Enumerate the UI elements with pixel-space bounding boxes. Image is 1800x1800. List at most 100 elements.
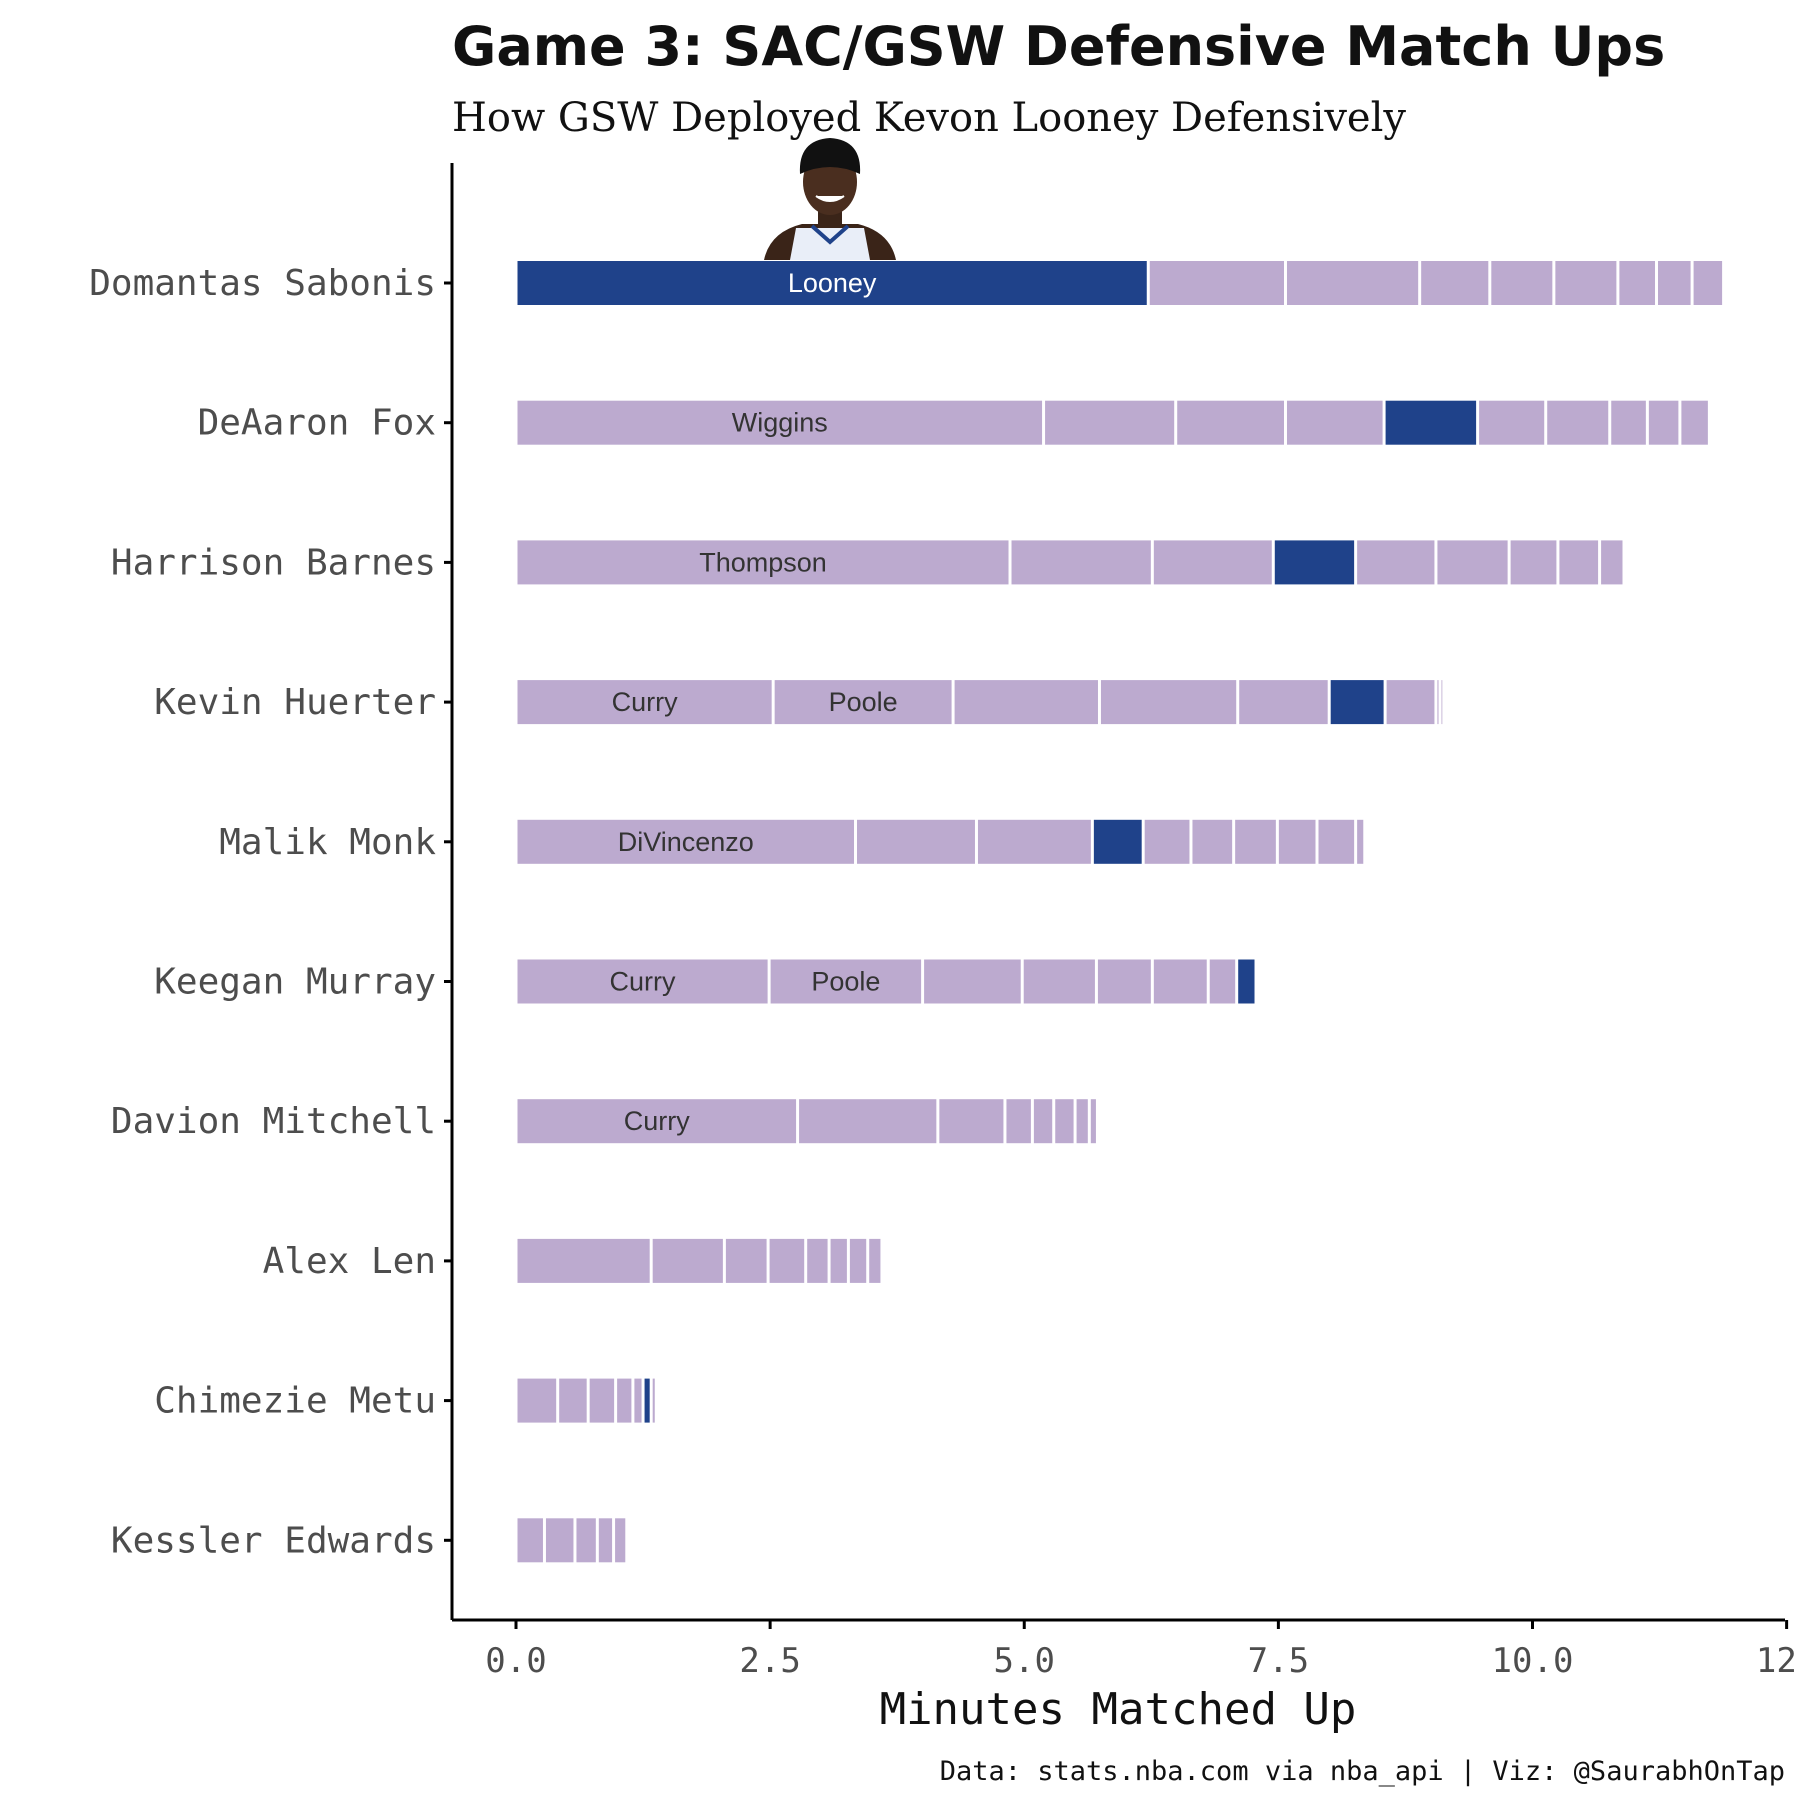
y-axis: Domantas Sabonis DeAaron Fox Harrison Barn… [89,163,454,1620]
bar-segment [1097,959,1151,1004]
y-tick-label: Davion Mitchell [111,1101,436,1142]
bar-segment [576,1518,596,1563]
y-tick-label: Keegan Murray [154,962,436,1003]
bar-segment [869,1238,881,1283]
bar-segment [807,1238,828,1283]
bar-segment-looney [1385,400,1477,445]
bar-segment-looney [517,261,1147,305]
bar-segment [1235,819,1276,864]
bar-segment [830,1238,847,1283]
bar-row: Curry Poole [517,680,1443,725]
bars-layer: Looney Wiggins Thompson Curry Poole DiVincenz… [517,261,1723,1563]
bar-segment [517,1518,543,1563]
segment-label: Curry [612,687,678,717]
bar-segment-looney [1093,819,1142,864]
bar-row [517,1518,626,1563]
bar-segment [1006,1099,1031,1144]
y-tick-label: Kessler Edwards [111,1520,436,1561]
bar-segment [1437,680,1439,725]
bar-segment [1090,1099,1096,1144]
bar-segment [652,1378,655,1423]
bar-segment [1286,400,1383,445]
y-tick-label: DeAaron Fox [198,403,436,444]
bar-segment [517,540,1009,585]
y-tick-label: Domantas Sabonis [89,263,436,304]
bar-segment [1441,680,1443,725]
bar-row: Curry [517,1099,1096,1144]
bar-segment [517,959,768,1004]
bar-segment [954,680,1098,725]
bar-segment [517,1238,650,1283]
bar-segment [634,1378,642,1423]
bar-segment [1601,540,1623,585]
x-axis: 0.0 2.5 5.0 7.5 10.0 12. [452,1618,1800,1681]
bar-segment [652,1238,723,1283]
x-tick-label: 0.0 [485,1641,546,1681]
bar-segment-looney [1330,680,1384,725]
bar-row: DiVincenzo [517,819,1364,864]
bar-segment [559,1378,587,1423]
segment-label: Curry [610,967,676,997]
bar-segment [517,1378,557,1423]
bar-segment [1648,400,1679,445]
bar-row: Thompson [517,540,1623,585]
x-tick-label: 12. [1756,1641,1800,1681]
bar-segment [1100,680,1237,725]
bar-segment [1011,540,1151,585]
bar-segment [1479,400,1545,445]
bar-segment [1153,959,1207,1004]
bar-segment-looney [1238,959,1255,1004]
chart-title: Game 3: SAC/GSW Defensive Match Ups [452,15,1665,78]
bar-segment [1437,540,1508,585]
x-tick-label: 5.0 [994,1641,1055,1681]
bar-segment [1491,261,1553,305]
bar-row [517,1378,655,1423]
segment-label: Poole [811,967,880,997]
bar-segment [1209,959,1236,1004]
y-tick-label: Harrison Barnes [111,542,436,583]
bar-segment [1555,261,1617,305]
bar-segment [1693,261,1723,305]
bar-segment [617,1378,632,1423]
segment-label: Curry [624,1106,690,1136]
bar-segment [1033,1099,1053,1144]
bar-segment [598,1518,613,1563]
y-tick-label: Chimezie Metu [154,1381,436,1422]
bar-row: Curry Poole [517,959,1255,1004]
bar-segment [1658,261,1691,305]
bar-segment [1149,261,1284,305]
x-tick-label: 10.0 [1492,1641,1574,1681]
bar-segment-looney [644,1378,650,1423]
bar-segment [1510,540,1557,585]
bar-segment [857,819,975,864]
bar-segment [977,819,1091,864]
bar-segment [774,680,952,725]
segment-label: Wiggins [732,408,828,438]
bar-segment [799,1099,937,1144]
bar-segment [1045,400,1175,445]
segment-label: Poole [829,687,898,717]
kevon-looney-headshot [764,138,896,260]
bar-segment [939,1099,1004,1144]
bar-segment [545,1518,574,1563]
bar-segment [1547,400,1609,445]
bar-segment [1023,959,1095,1004]
segment-label: Looney [788,268,877,298]
bar-segment [1144,819,1190,864]
bar-segment [1611,400,1646,445]
bar-segment [615,1518,626,1563]
bar-segment [924,959,1021,1004]
bar-row [517,1238,881,1283]
bar-segment [1357,540,1435,585]
bar-segment [1619,261,1656,305]
bar-segment [1076,1099,1088,1144]
bar-segment [1192,819,1233,864]
bar-segment [1681,400,1708,445]
bar-segment [1357,819,1364,864]
chart-caption: Data: stats.nba.com via nba_api | Viz: @… [940,1756,1785,1787]
bar-segment [517,680,772,725]
x-tick-label: 2.5 [739,1641,800,1681]
bar-segment [1278,819,1316,864]
bar-row: Wiggins [517,400,1708,445]
